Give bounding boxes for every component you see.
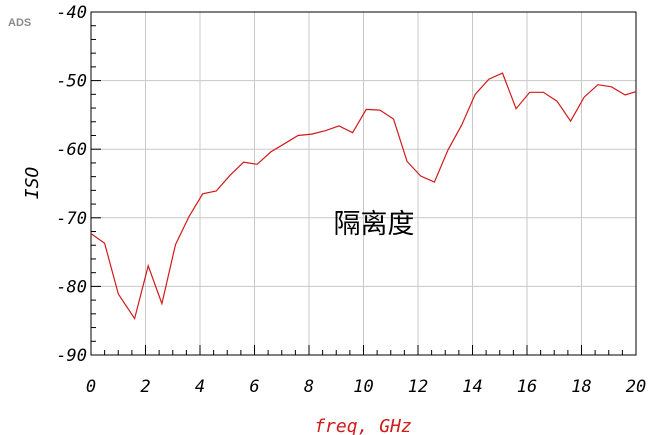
x-tick-label: 14: [462, 377, 482, 397]
y-tick-labels: -90 -80 -70 -60 -50 -40: [56, 3, 87, 366]
x-tick-label: 0: [86, 377, 96, 397]
y-tick-label: -40: [56, 3, 87, 23]
x-axis-label: freq, GHz: [314, 416, 412, 435]
y-tick-label: -70: [56, 209, 87, 229]
y-tick-label: -80: [56, 277, 87, 297]
x-tick-label: 20: [626, 377, 646, 397]
x-tick-label: 16: [517, 377, 537, 397]
x-tick-label: 8: [304, 377, 314, 397]
iso-series-line: [90, 72, 637, 321]
y-tick-label: -50: [56, 72, 87, 92]
x-tick-label: 4: [195, 377, 205, 397]
axis-ticks: [90, 11, 637, 356]
y-tick-label: -60: [56, 140, 87, 160]
x-tick-label: 12: [408, 377, 428, 397]
x-tick-label: 2: [140, 377, 150, 397]
y-axis-label: ISO: [22, 167, 43, 200]
ads-badge: ADS: [8, 17, 31, 29]
grid-lines: [90, 11, 637, 356]
x-tick-labels: 0 2 4 6 8 10 12 14 16 18 20: [86, 377, 646, 397]
y-tick-label: -90: [56, 346, 87, 366]
x-tick-label: 10: [353, 377, 373, 397]
x-tick-label: 6: [249, 377, 259, 397]
chart-annotation: 隔离度: [334, 209, 415, 240]
x-tick-label: 18: [571, 377, 591, 397]
